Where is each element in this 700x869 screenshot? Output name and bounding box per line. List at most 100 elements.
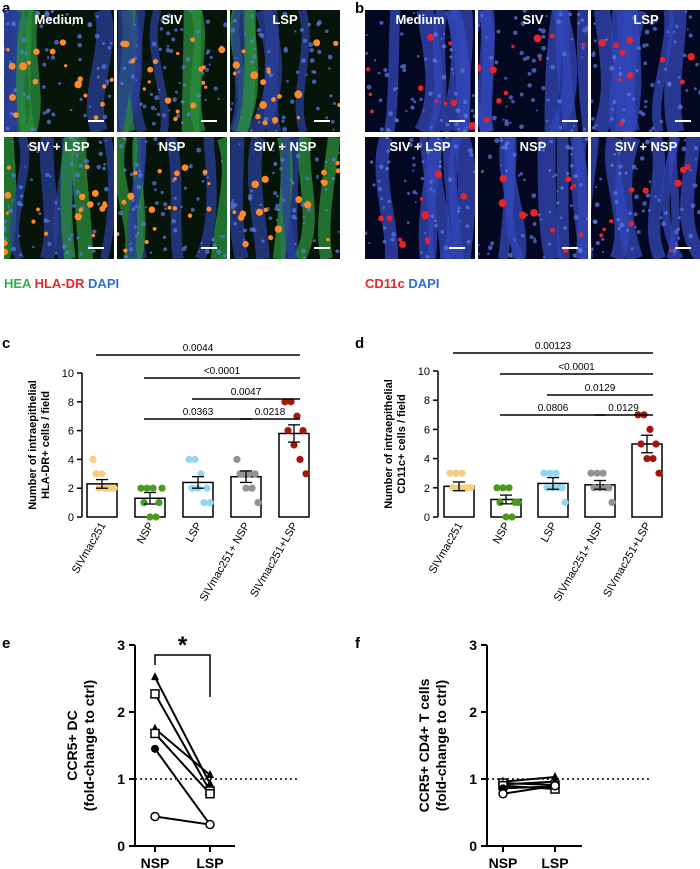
nucleus-dot	[160, 211, 166, 217]
nucleus-dot	[102, 114, 108, 120]
nucleus-dot	[593, 39, 597, 43]
tissue-image	[117, 10, 227, 132]
nucleus-dot	[533, 239, 537, 244]
data-point	[110, 484, 118, 492]
nucleus-dot	[541, 45, 547, 51]
nucleus-dot	[383, 226, 387, 230]
tissue-image	[365, 10, 475, 132]
tissue-band	[555, 10, 579, 132]
tissue-band	[570, 137, 588, 259]
nucleus-dot	[437, 137, 441, 141]
panel-letter-d: d	[355, 335, 365, 352]
stained-cell	[8, 62, 16, 70]
marker-triangle	[551, 771, 559, 780]
nucleus-dot	[410, 97, 415, 102]
tissue-band	[375, 137, 399, 259]
stained-cell	[147, 80, 151, 84]
category-label: LSP	[184, 521, 205, 545]
stained-cell	[368, 92, 373, 97]
data-point	[608, 498, 616, 506]
nucleus-dot	[365, 231, 368, 235]
data-point	[191, 455, 199, 463]
nucleus-dot	[565, 171, 570, 176]
nucleus-dot	[181, 246, 187, 252]
nucleus-dot	[303, 256, 306, 259]
data-point	[248, 484, 256, 492]
stained-cell	[434, 170, 443, 179]
y-tick-label: 6	[424, 424, 430, 436]
y-axis-label: Number of intraepithelial	[27, 380, 39, 510]
tissue-image	[4, 137, 114, 259]
scale-bar	[449, 247, 465, 249]
nucleus-dot	[176, 113, 181, 119]
nucleus-dot	[302, 215, 306, 218]
nucleus-dot	[445, 137, 449, 139]
nucleus-dot	[183, 186, 187, 190]
stained-cell	[538, 57, 542, 61]
data-point	[446, 469, 454, 477]
nucleus-dot	[503, 145, 509, 151]
stained-cell	[123, 248, 128, 253]
stained-cell	[74, 80, 82, 89]
data-point	[299, 427, 307, 435]
nucleus-dot	[257, 121, 261, 124]
nucleus-dot	[594, 186, 598, 189]
nucleus-dot	[196, 93, 201, 98]
nucleus-dot	[578, 248, 583, 254]
tissue-image	[591, 10, 700, 132]
nucleus-dot	[541, 148, 546, 152]
nucleus-dot	[424, 57, 428, 61]
nucleus-dot	[391, 232, 396, 237]
y-tick-label: 1	[469, 771, 477, 787]
stained-cell	[669, 248, 673, 253]
category-label: SIVmac251+LSP	[601, 521, 653, 600]
nucleus-dot	[157, 142, 161, 146]
nucleus-dot	[579, 183, 583, 187]
stained-cell	[164, 97, 172, 104]
data-point	[508, 513, 516, 521]
nucleus-dot	[441, 44, 447, 49]
nucleus-dot	[185, 56, 191, 62]
stained-cell	[443, 101, 448, 106]
p-value-label: <0.0001	[204, 366, 241, 377]
stained-cell	[628, 220, 635, 227]
stained-cell	[598, 38, 607, 47]
nucleus-dot	[677, 104, 683, 110]
nucleus-dot	[522, 10, 527, 13]
stained-cell	[4, 240, 8, 246]
nucleus-dot	[591, 247, 594, 252]
nucleus-dot	[666, 82, 672, 87]
nucleus-dot	[204, 98, 207, 101]
nucleus-dot	[135, 44, 138, 47]
nucleus-dot	[275, 203, 280, 208]
nucleus-dot	[301, 248, 306, 254]
nucleus-dot	[84, 158, 90, 164]
nucleus-dot	[238, 143, 241, 146]
nucleus-dot	[219, 235, 223, 238]
nucleus-dot	[677, 236, 681, 240]
nucleus-dot	[153, 137, 158, 142]
nucleus-dot	[230, 201, 236, 206]
nucleus-dot	[235, 57, 238, 60]
nucleus-dot	[441, 74, 447, 80]
nucleus-dot	[666, 30, 670, 34]
nucleus-dot	[413, 100, 417, 104]
nucleus-dot	[642, 201, 647, 206]
nucleus-dot	[550, 130, 553, 132]
tissue-band	[295, 10, 310, 132]
tissue-band	[478, 10, 495, 132]
stained-cell	[32, 78, 39, 85]
nucleus-dot	[158, 88, 161, 91]
nucleus-dot	[599, 177, 603, 181]
nucleus-dot	[54, 251, 58, 255]
stained-cell	[167, 205, 172, 210]
nucleus-dot	[118, 210, 123, 216]
panel-letter-c: c	[2, 335, 11, 352]
nucleus-dot	[433, 219, 437, 223]
scale-bar	[314, 120, 330, 122]
nucleus-dot	[649, 20, 655, 26]
nucleus-dot	[279, 167, 283, 171]
tissue-band	[181, 10, 202, 132]
nucleus-dot	[463, 113, 469, 119]
nucleus-dot	[332, 157, 336, 162]
